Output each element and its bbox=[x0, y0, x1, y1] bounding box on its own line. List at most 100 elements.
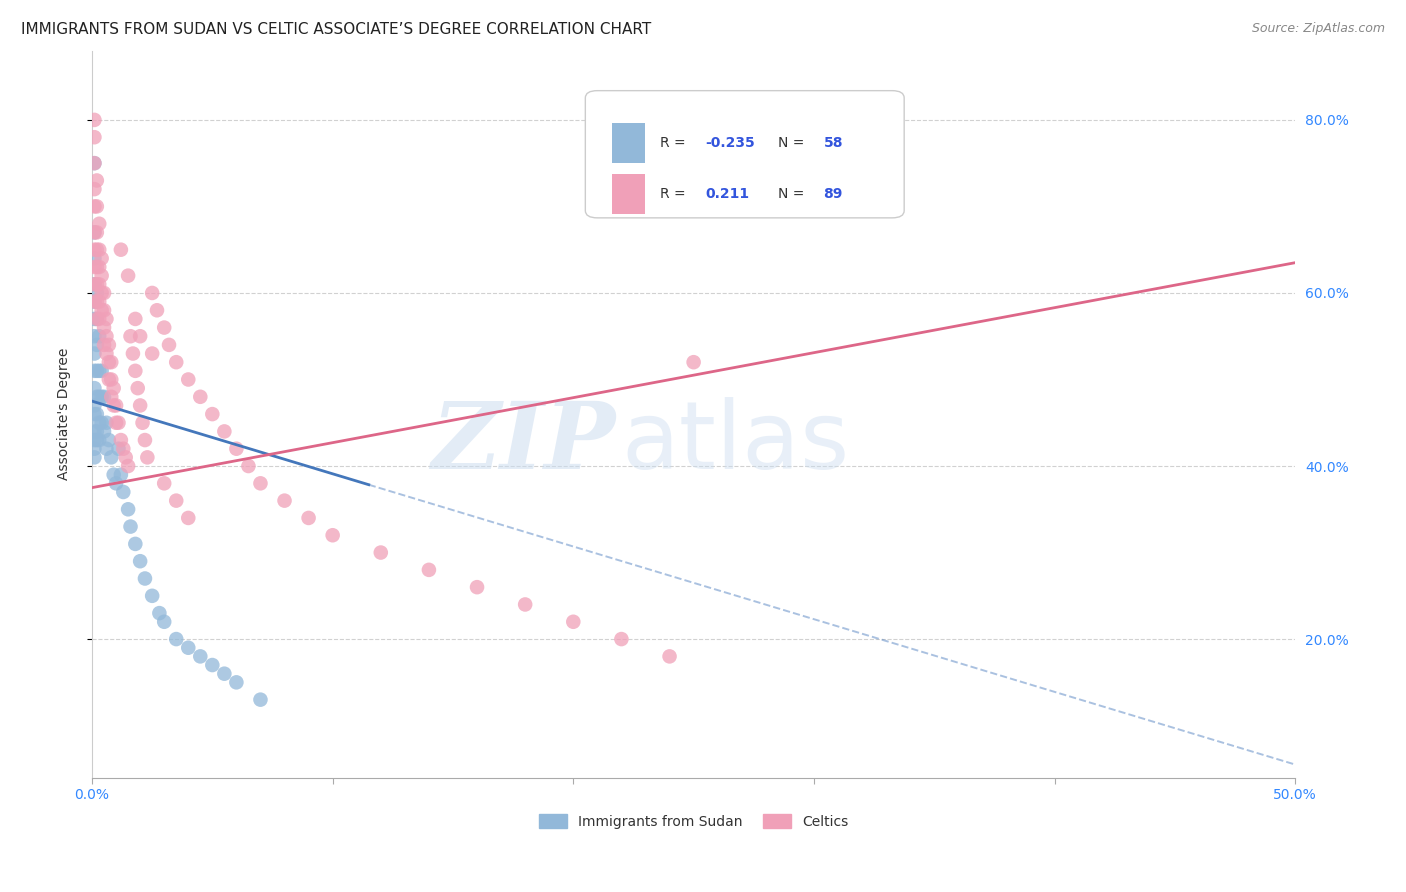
Point bbox=[89, 433, 111, 447]
Point bbox=[83, 226, 105, 240]
Point bbox=[129, 329, 152, 343]
Point bbox=[370, 545, 392, 559]
Point bbox=[122, 346, 145, 360]
Point bbox=[134, 433, 156, 447]
Point bbox=[129, 554, 152, 568]
Text: N =: N = bbox=[778, 136, 808, 150]
Point bbox=[146, 303, 169, 318]
Point bbox=[249, 692, 271, 706]
Point bbox=[117, 268, 139, 283]
Point bbox=[153, 615, 176, 629]
Point bbox=[165, 632, 187, 646]
Point bbox=[105, 399, 128, 413]
Point bbox=[127, 381, 149, 395]
Point bbox=[86, 312, 108, 326]
Point bbox=[93, 425, 115, 439]
Point bbox=[682, 355, 704, 369]
Point bbox=[153, 476, 176, 491]
Point bbox=[100, 355, 122, 369]
Point bbox=[249, 476, 271, 491]
Point bbox=[86, 285, 108, 300]
Point bbox=[83, 156, 105, 170]
Point bbox=[89, 243, 111, 257]
Point bbox=[86, 277, 108, 292]
Point bbox=[120, 329, 142, 343]
Point bbox=[134, 572, 156, 586]
Point bbox=[97, 355, 120, 369]
Point bbox=[86, 364, 108, 378]
Point bbox=[97, 372, 120, 386]
Point bbox=[83, 312, 105, 326]
Point bbox=[238, 458, 260, 473]
Bar bbox=[612, 123, 645, 163]
Point bbox=[90, 364, 112, 378]
Point bbox=[124, 364, 146, 378]
Point bbox=[225, 442, 247, 456]
Point bbox=[153, 320, 176, 334]
Point bbox=[83, 182, 105, 196]
Point bbox=[86, 243, 108, 257]
Point bbox=[86, 260, 108, 274]
Point bbox=[93, 303, 115, 318]
Text: atlas: atlas bbox=[621, 397, 849, 489]
Point bbox=[83, 364, 105, 378]
Point bbox=[188, 649, 211, 664]
FancyBboxPatch shape bbox=[585, 91, 904, 218]
Point bbox=[177, 511, 200, 525]
Point bbox=[83, 433, 105, 447]
Point bbox=[90, 303, 112, 318]
Text: R =: R = bbox=[659, 136, 690, 150]
Point bbox=[83, 346, 105, 360]
Point bbox=[114, 450, 136, 465]
Text: 58: 58 bbox=[824, 136, 844, 150]
Text: N =: N = bbox=[778, 186, 808, 201]
Point bbox=[96, 346, 118, 360]
Point bbox=[86, 199, 108, 213]
Point bbox=[177, 372, 200, 386]
Point bbox=[141, 285, 163, 300]
Point bbox=[90, 268, 112, 283]
Text: IMMIGRANTS FROM SUDAN VS CELTIC ASSOCIATE’S DEGREE CORRELATION CHART: IMMIGRANTS FROM SUDAN VS CELTIC ASSOCIAT… bbox=[21, 22, 651, 37]
Point bbox=[465, 580, 488, 594]
Point bbox=[124, 537, 146, 551]
Point bbox=[610, 632, 633, 646]
Point bbox=[83, 260, 105, 274]
Point bbox=[83, 442, 105, 456]
Point bbox=[86, 312, 108, 326]
Point bbox=[120, 519, 142, 533]
Point bbox=[83, 252, 105, 266]
Point bbox=[103, 381, 125, 395]
Point bbox=[225, 675, 247, 690]
Point bbox=[124, 312, 146, 326]
Point bbox=[83, 399, 105, 413]
Point bbox=[83, 277, 105, 292]
Point bbox=[86, 338, 108, 352]
Point bbox=[89, 329, 111, 343]
Point bbox=[103, 467, 125, 482]
Point bbox=[96, 442, 118, 456]
Point bbox=[89, 294, 111, 309]
Text: 0.211: 0.211 bbox=[706, 186, 749, 201]
Text: R =: R = bbox=[659, 186, 695, 201]
Point bbox=[96, 312, 118, 326]
Point bbox=[322, 528, 344, 542]
Point bbox=[89, 416, 111, 430]
Point bbox=[136, 450, 159, 465]
Point bbox=[83, 130, 105, 145]
Point bbox=[515, 598, 537, 612]
Point bbox=[105, 476, 128, 491]
Point bbox=[83, 425, 105, 439]
Point bbox=[105, 416, 128, 430]
Point bbox=[97, 433, 120, 447]
Point bbox=[96, 416, 118, 430]
Point bbox=[131, 416, 153, 430]
Point bbox=[107, 442, 129, 456]
Point bbox=[90, 416, 112, 430]
Text: 89: 89 bbox=[824, 186, 844, 201]
Point bbox=[86, 173, 108, 187]
Point bbox=[89, 260, 111, 274]
Point bbox=[562, 615, 585, 629]
Point bbox=[103, 399, 125, 413]
Point bbox=[201, 407, 224, 421]
Point bbox=[93, 320, 115, 334]
